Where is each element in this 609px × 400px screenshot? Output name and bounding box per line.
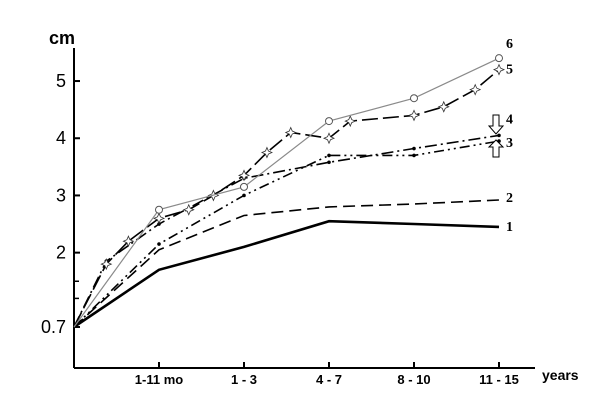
data-point bbox=[412, 153, 416, 158]
data-point bbox=[344, 115, 357, 128]
data-point bbox=[412, 146, 416, 151]
data-point bbox=[322, 132, 336, 145]
series-line-6 bbox=[73, 57, 500, 328]
data-point bbox=[155, 205, 163, 214]
x-tick-label: 11 - 15 bbox=[479, 372, 519, 387]
axes bbox=[73, 48, 535, 369]
series-3 bbox=[73, 139, 501, 328]
data-point bbox=[157, 242, 161, 246]
arrow-icon-4 bbox=[487, 114, 505, 135]
data-point bbox=[182, 203, 195, 216]
x-axis-label: years bbox=[542, 367, 579, 383]
series-label-3: 3 bbox=[506, 136, 513, 151]
series-labels: 1 2 3 4 5 6 bbox=[506, 37, 513, 235]
data-point bbox=[497, 133, 501, 138]
y-tick-label: 4 bbox=[56, 128, 66, 148]
x-tick-label: 8 - 10 bbox=[397, 372, 430, 387]
data-point bbox=[327, 153, 331, 158]
series-layer bbox=[73, 54, 506, 329]
series-6 bbox=[73, 54, 503, 328]
data-point bbox=[492, 63, 506, 76]
data-point bbox=[152, 212, 166, 225]
data-point bbox=[327, 160, 331, 165]
series-line-4 bbox=[73, 134, 500, 328]
series-4 bbox=[73, 133, 501, 328]
data-point bbox=[242, 193, 246, 198]
series-label-6: 6 bbox=[506, 37, 513, 52]
y-axis-label: cm bbox=[49, 28, 75, 48]
series-label-2: 2 bbox=[506, 191, 513, 206]
series-line-2 bbox=[73, 199, 500, 328]
data-point bbox=[284, 126, 297, 139]
x-tick-label: 4 - 7 bbox=[316, 372, 342, 387]
data-point bbox=[237, 169, 251, 182]
y-ticks: 0.7 2 3 4 5 bbox=[41, 71, 80, 337]
series-2 bbox=[73, 199, 500, 328]
series-label-5: 5 bbox=[506, 63, 513, 78]
x-tick-label: 1 - 3 bbox=[231, 372, 257, 387]
data-point bbox=[325, 117, 333, 126]
series-line-5 bbox=[73, 68, 500, 328]
y-tick-label: 0.7 bbox=[41, 317, 66, 337]
data-point bbox=[260, 146, 273, 159]
data-point bbox=[469, 83, 482, 96]
data-point bbox=[437, 100, 450, 113]
y-tick-label: 3 bbox=[56, 185, 66, 205]
y-tick-label: 2 bbox=[56, 243, 66, 263]
series-label-1: 1 bbox=[506, 220, 513, 235]
data-point bbox=[410, 94, 418, 103]
data-point bbox=[407, 109, 421, 122]
series-line-3 bbox=[73, 140, 500, 328]
data-point bbox=[240, 182, 248, 191]
arrow-icon-3 bbox=[487, 139, 505, 158]
x-tick-label: 1-11 mo bbox=[135, 372, 183, 387]
y-tick-label: 5 bbox=[56, 71, 66, 91]
series-label-4: 4 bbox=[506, 112, 513, 127]
series-5 bbox=[73, 63, 506, 328]
series-line-1 bbox=[73, 219, 500, 329]
data-point bbox=[100, 258, 113, 271]
series-1 bbox=[73, 219, 500, 329]
x-ticks: 1-11 mo 1 - 3 4 - 7 8 - 10 11 - 15 bbox=[135, 362, 519, 387]
data-point bbox=[495, 54, 503, 63]
data-point bbox=[122, 235, 135, 248]
